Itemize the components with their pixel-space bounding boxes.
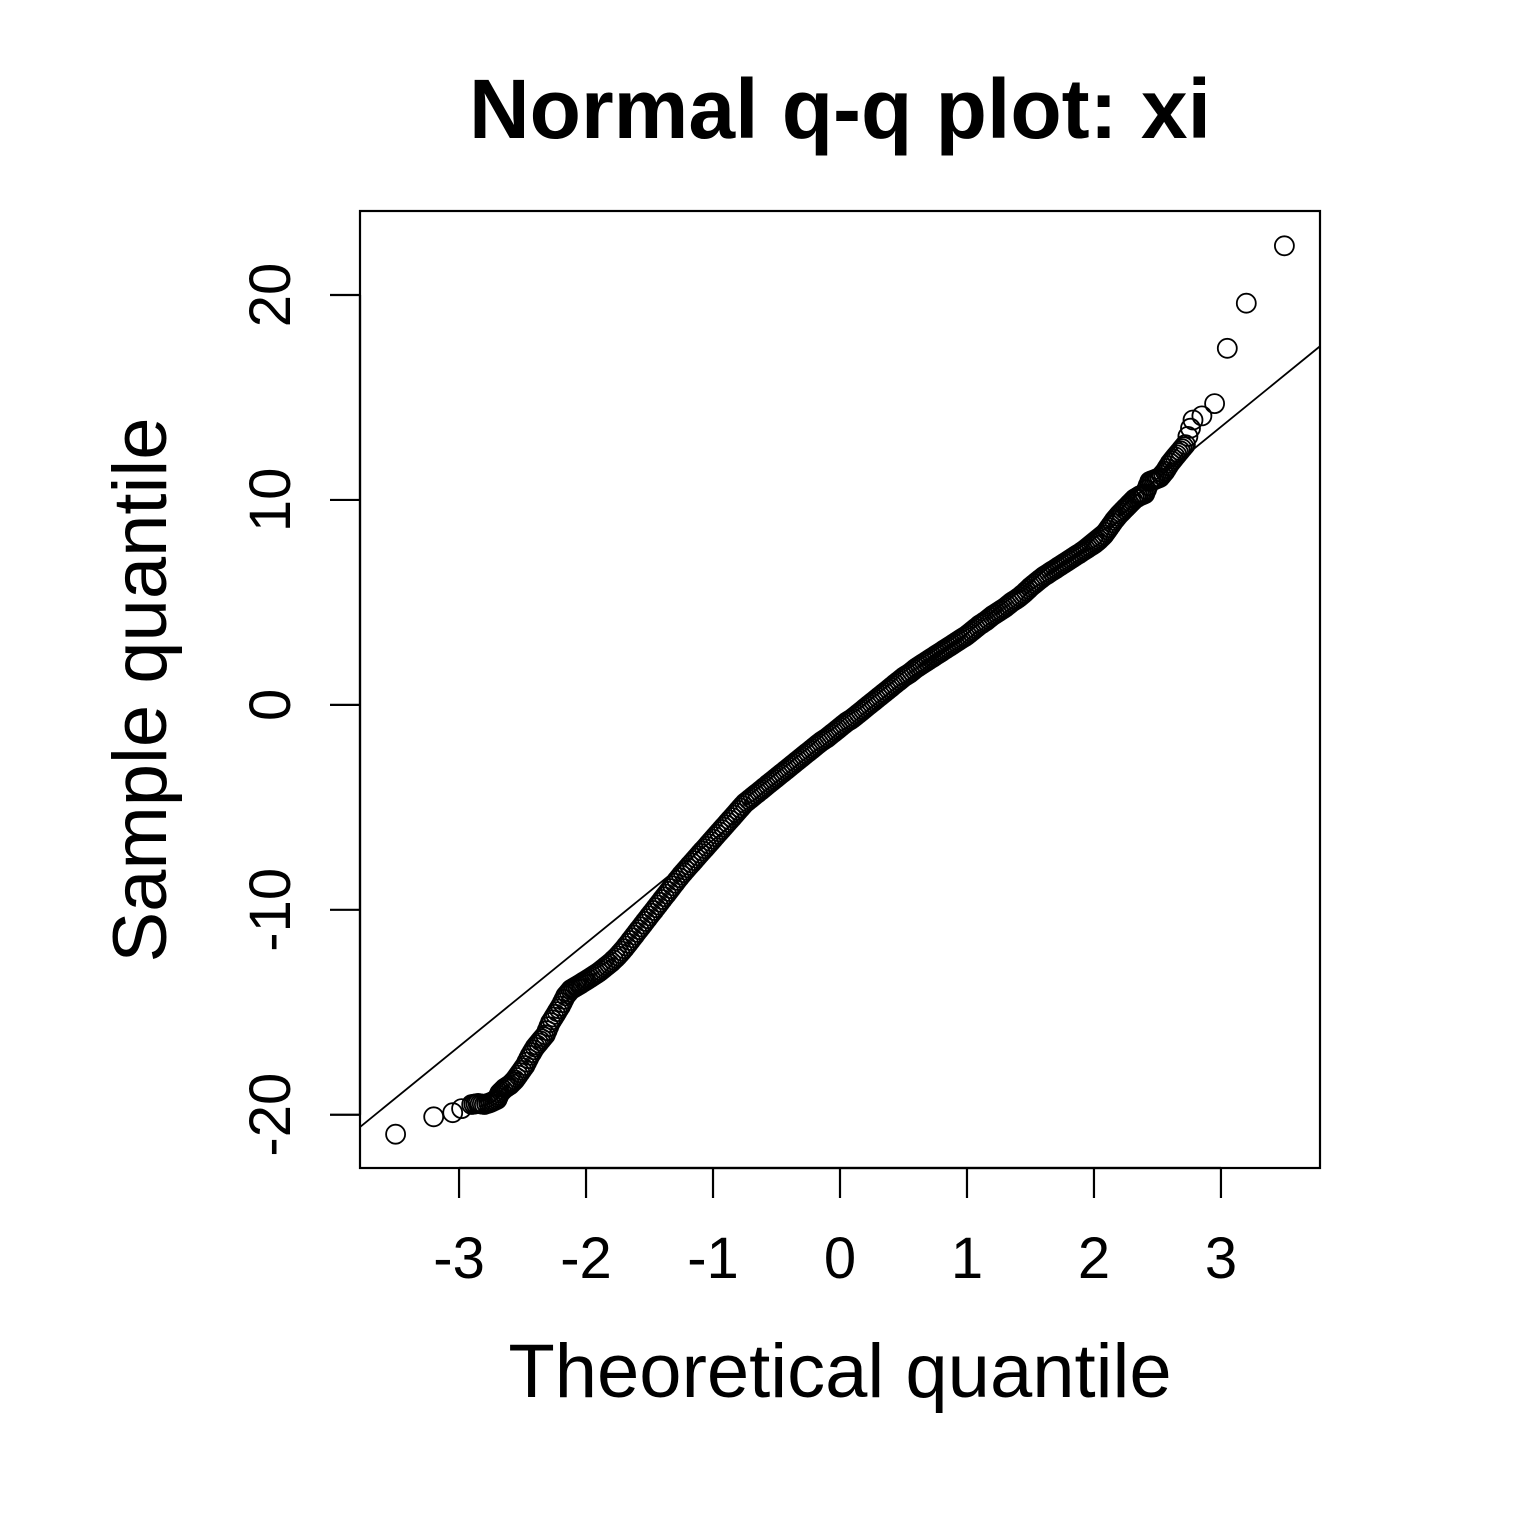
chart-title: Normal q-q plot: xi xyxy=(469,62,1211,156)
x-tick-label: 2 xyxy=(1078,1226,1110,1291)
data-point xyxy=(1180,417,1201,439)
x-axis: -3 -2 -1 0 1 2 3 xyxy=(433,1166,1237,1291)
y-tick-label: 20 xyxy=(238,263,303,328)
x-tick-label: -3 xyxy=(433,1226,485,1291)
data-points xyxy=(385,235,1295,1145)
y-tick-label: 0 xyxy=(238,689,303,721)
data-point xyxy=(1175,434,1196,456)
data-point xyxy=(1177,425,1199,447)
plot-area xyxy=(358,209,1322,1170)
data-point xyxy=(1191,405,1213,427)
x-tick-label: 3 xyxy=(1205,1226,1237,1291)
data-point xyxy=(611,940,633,962)
y-tick-label: -20 xyxy=(238,1073,303,1157)
y-axis-label: Sample quantile xyxy=(98,417,183,962)
y-tick-label: 10 xyxy=(238,468,303,533)
x-axis-label: Theoretical quantile xyxy=(508,1329,1171,1414)
data-point xyxy=(1216,337,1238,359)
y-tick-label: -10 xyxy=(238,868,303,952)
y-axis: -20 -10 0 10 20 xyxy=(238,263,362,1157)
data-point xyxy=(1182,409,1204,431)
data-point xyxy=(442,1102,464,1124)
data-point xyxy=(1274,235,1295,257)
x-tick-label: 0 xyxy=(824,1226,856,1291)
data-point xyxy=(1204,393,1225,415)
x-tick-label: -2 xyxy=(560,1226,612,1291)
data-point xyxy=(1171,438,1193,460)
data-point xyxy=(423,1106,445,1128)
data-point xyxy=(1235,292,1257,314)
x-tick-label: 1 xyxy=(951,1226,983,1291)
plot-frame xyxy=(358,209,1322,1170)
data-point xyxy=(385,1123,407,1145)
x-tick-label: -1 xyxy=(687,1226,739,1291)
data-point xyxy=(1173,436,1195,458)
